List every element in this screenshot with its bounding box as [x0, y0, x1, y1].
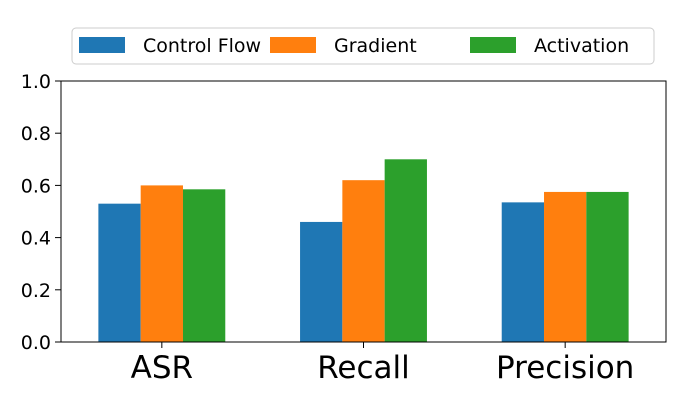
- legend-swatch-control-flow: [79, 37, 125, 53]
- bar-precision-gradient: [544, 191, 587, 342]
- bar-recall-activation: [384, 159, 427, 342]
- legend-label-gradient: Gradient: [334, 35, 417, 57]
- y-tick-label: 0.2: [21, 280, 51, 302]
- x-tick-label-precision: Precision: [496, 350, 634, 386]
- legend-label-activation: Activation: [534, 35, 629, 57]
- x-axis: ASR Recall Precision: [131, 342, 634, 386]
- bar-recall-gradient: [342, 180, 385, 342]
- x-tick-label-asr: ASR: [131, 350, 193, 386]
- bar-asr-control-flow: [98, 203, 141, 342]
- bar-precision-control-flow: [501, 202, 545, 342]
- x-tick-label-recall: Recall: [317, 350, 410, 386]
- y-tick-label: 1.0: [21, 71, 51, 93]
- bars: [98, 159, 629, 342]
- legend-swatch-gradient: [270, 37, 316, 53]
- y-tick-label: 0.4: [21, 228, 51, 250]
- bar-recall-control-flow: [300, 221, 343, 342]
- y-tick-label: 0.6: [21, 175, 51, 197]
- y-tick-label: 0.8: [21, 123, 51, 145]
- y-axis: 0.0 0.2 0.4 0.6 0.8 1.0: [21, 71, 61, 354]
- bar-precision-activation: [586, 191, 629, 342]
- bar-asr-gradient: [140, 185, 183, 342]
- legend-swatch-activation: [470, 37, 516, 53]
- legend: Control Flow Gradient Activation: [71, 27, 655, 65]
- y-tick-label: 0.0: [21, 332, 51, 354]
- legend-label-control-flow: Control Flow: [143, 35, 261, 57]
- bar-asr-activation: [182, 189, 226, 342]
